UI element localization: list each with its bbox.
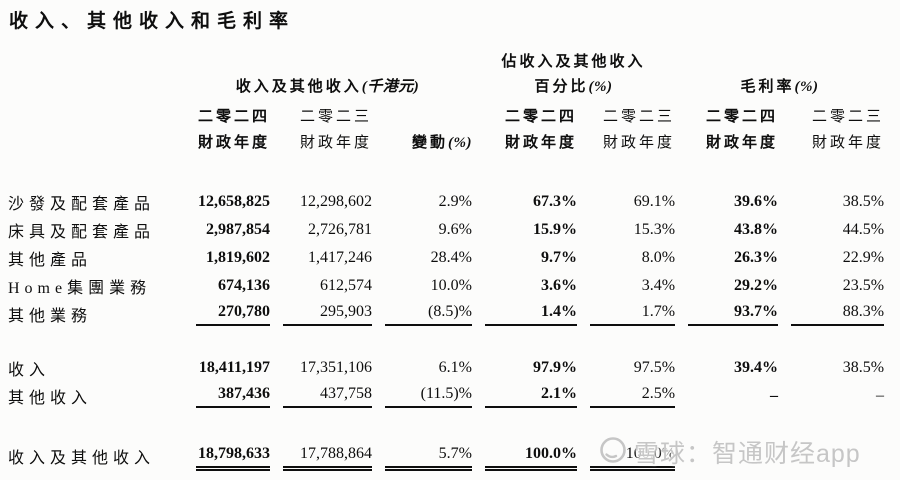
cell-change: 10.0% — [430, 277, 472, 294]
table-row-total: 收入及其他收入 18,798,633 17,788,864 5.7% 100.0… — [8, 438, 884, 471]
col-header-change: 變動(%) — [411, 135, 472, 151]
col-header-margin-fy2023: 二零二三 財政年度 — [812, 109, 885, 151]
group-header-revenue: 收入及其他收入(千港元) — [183, 48, 472, 100]
row-label: 收入 — [8, 362, 51, 379]
page-title: 收入、其他收入和毛利率 — [9, 11, 296, 32]
cell-pct-fy2023: 69.1% — [633, 193, 676, 210]
cell-margin-fy2024: 39.6% — [734, 193, 779, 210]
row-label: 收入及其他收入 — [8, 450, 156, 467]
cell-rev-fy2024: 12,658,825 — [198, 193, 270, 210]
cell-margin-fy2023: 23.5% — [842, 277, 885, 294]
col-header-revenue-fy2023: 二零二三 財政年度 — [299, 109, 372, 151]
row-label: 床具及配套產品 — [8, 224, 156, 241]
table-row-home-group: Home集團業務 674,136 612,574 10.0% 3.6% 3.4%… — [8, 270, 884, 298]
table-row-sofa: 沙發及配套產品 12,658,825 12,298,602 2.9% 67.3%… — [8, 186, 884, 214]
cell-rev-fy2024: 18,798,633 — [183, 438, 270, 471]
cell-change: 5.7% — [372, 438, 472, 471]
cell-pct-fy2024: 100.0% — [472, 438, 577, 471]
cell-pct-fy2023: 15.3% — [633, 221, 676, 238]
cell-rev-fy2024: 270,780 — [183, 298, 270, 326]
group-header-margin-label: 毛利率 — [740, 79, 795, 95]
table-row-other-products: 其他產品 1,819,602 1,417,246 28.4% 9.7% 8.0%… — [8, 242, 884, 270]
cell-rev-fy2024: 387,436 — [183, 380, 270, 408]
cell-pct-fy2024: 2.1% — [472, 380, 577, 408]
cell-rev-fy2023: 2,726,781 — [308, 221, 372, 238]
cell-pct-fy2024: 9.7% — [541, 249, 577, 266]
change-unit: (%) — [448, 135, 472, 151]
group-header-row: 收入及其他收入(千港元) 佔收入及其他收入 百分比(%) 毛利率(%) — [8, 48, 884, 100]
cell-margin-fy2024: 29.2% — [734, 277, 779, 294]
cell-rev-fy2023: 1,417,246 — [308, 249, 372, 266]
cell-rev-fy2023: 17,788,864 — [270, 438, 372, 471]
cell-pct-fy2024: 67.3% — [533, 193, 577, 210]
group-header-revenue-label: 收入及其他收入 — [235, 79, 362, 95]
row-label: 其他業務 — [8, 308, 93, 325]
table-row-other-business: 其他業務 270,780 295,903 (8.5)% 1.4% 1.7% 93… — [8, 298, 885, 326]
cell-change: 9.6% — [438, 221, 472, 238]
cell-rev-fy2023: 12,298,602 — [300, 193, 372, 210]
table-row-other-income: 其他收入 387,436 437,758 (11.5)% 2.1% 2.5% –… — [8, 380, 884, 408]
row-label: 沙發及配套產品 — [8, 196, 156, 213]
watermark-text: 雪球：智通财经app — [634, 440, 861, 468]
cell-change: (11.5)% — [372, 380, 472, 408]
cell-margin-fy2024: 93.7% — [675, 298, 779, 326]
watermark: 雪球：智通财经app — [599, 434, 861, 470]
table-row-bedding: 床具及配套產品 2,987,854 2,726,781 9.6% 15.9% 1… — [8, 214, 884, 242]
cell-rev-fy2024: 674,136 — [218, 277, 270, 294]
cell-margin-fy2023: 22.9% — [842, 249, 885, 266]
row-label: 其他收入 — [8, 390, 93, 407]
cell-rev-fy2024: 2,987,854 — [206, 221, 270, 238]
cell-margin-fy2023: 38.5% — [842, 193, 885, 210]
row-label: 其他產品 — [8, 252, 93, 269]
cell-change: (8.5)% — [372, 298, 472, 326]
cell-rev-fy2024: 18,411,197 — [198, 359, 270, 376]
col-header-percentage-fy2023: 二零二三 財政年度 — [603, 109, 676, 151]
snowball-logo-icon — [599, 436, 627, 469]
revenue-income-margin-table: 收入及其他收入(千港元) 佔收入及其他收入 百分比(%) 毛利率(%) 二零二四… — [8, 48, 885, 471]
cell-rev-fy2023: 295,903 — [270, 298, 372, 326]
cell-margin-fy2023: 88.3% — [778, 298, 885, 326]
group-header-percentage-line2: 百分比(%) — [534, 79, 613, 95]
group-header-margin: 毛利率(%) — [675, 48, 884, 100]
cell-rev-fy2023: 437,758 — [270, 380, 372, 408]
cell-rev-fy2023: 17,351,106 — [300, 359, 372, 376]
group-header-margin-unit: (%) — [794, 79, 819, 95]
cell-margin-fy2023-dash: – — [876, 387, 885, 404]
cell-change: 28.4% — [430, 249, 472, 266]
cell-margin-fy2024: 39.4% — [734, 359, 779, 376]
cell-pct-fy2023: 8.0% — [641, 249, 676, 266]
table-row-revenue: 收入 18,411,197 17,351,106 6.1% 97.9% 97.5… — [8, 352, 884, 380]
cell-change: 2.9% — [438, 193, 472, 210]
cell-change: 6.1% — [438, 359, 472, 376]
year-header-row: 二零二四 財政年度 二零二三 財政年度 變動(%) 二零二四 財政年度 二零二三… — [8, 100, 884, 156]
cell-pct-fy2024: 1.4% — [472, 298, 577, 326]
cell-pct-fy2023: 97.5% — [633, 359, 676, 376]
row-label: Home集團業務 — [8, 280, 152, 297]
cell-pct-fy2024: 15.9% — [533, 221, 577, 238]
group-header-percentage: 佔收入及其他收入 百分比(%) — [472, 48, 675, 100]
group-header-percentage-line1: 佔收入及其他收入 — [501, 54, 646, 70]
cell-pct-fy2024: 3.6% — [541, 277, 577, 294]
cell-pct-fy2024: 97.9% — [533, 359, 577, 376]
cell-rev-fy2024: 1,819,602 — [206, 249, 270, 266]
group-header-percentage-unit: (%) — [588, 79, 613, 95]
cell-margin-fy2024-dash: – — [770, 387, 779, 404]
cell-margin-fy2024: 43.8% — [734, 221, 779, 238]
cell-pct-fy2023: 3.4% — [641, 277, 676, 294]
cell-margin-fy2024: 26.3% — [734, 249, 779, 266]
col-header-percentage-fy2024: 二零二四 財政年度 — [504, 109, 577, 151]
col-header-revenue-fy2024: 二零二四 財政年度 — [197, 109, 270, 151]
cell-pct-fy2023: 2.5% — [577, 380, 676, 408]
cell-pct-fy2023: 1.7% — [577, 298, 676, 326]
cell-margin-fy2023: 44.5% — [842, 221, 885, 238]
group-header-revenue-unit: (千港元) — [361, 79, 420, 95]
cell-margin-fy2023: 38.5% — [842, 359, 885, 376]
col-header-margin-fy2024: 二零二四 財政年度 — [706, 109, 779, 151]
cell-rev-fy2023: 612,574 — [320, 277, 372, 294]
cell-pct-fy2023: 100.0% — [577, 438, 676, 471]
